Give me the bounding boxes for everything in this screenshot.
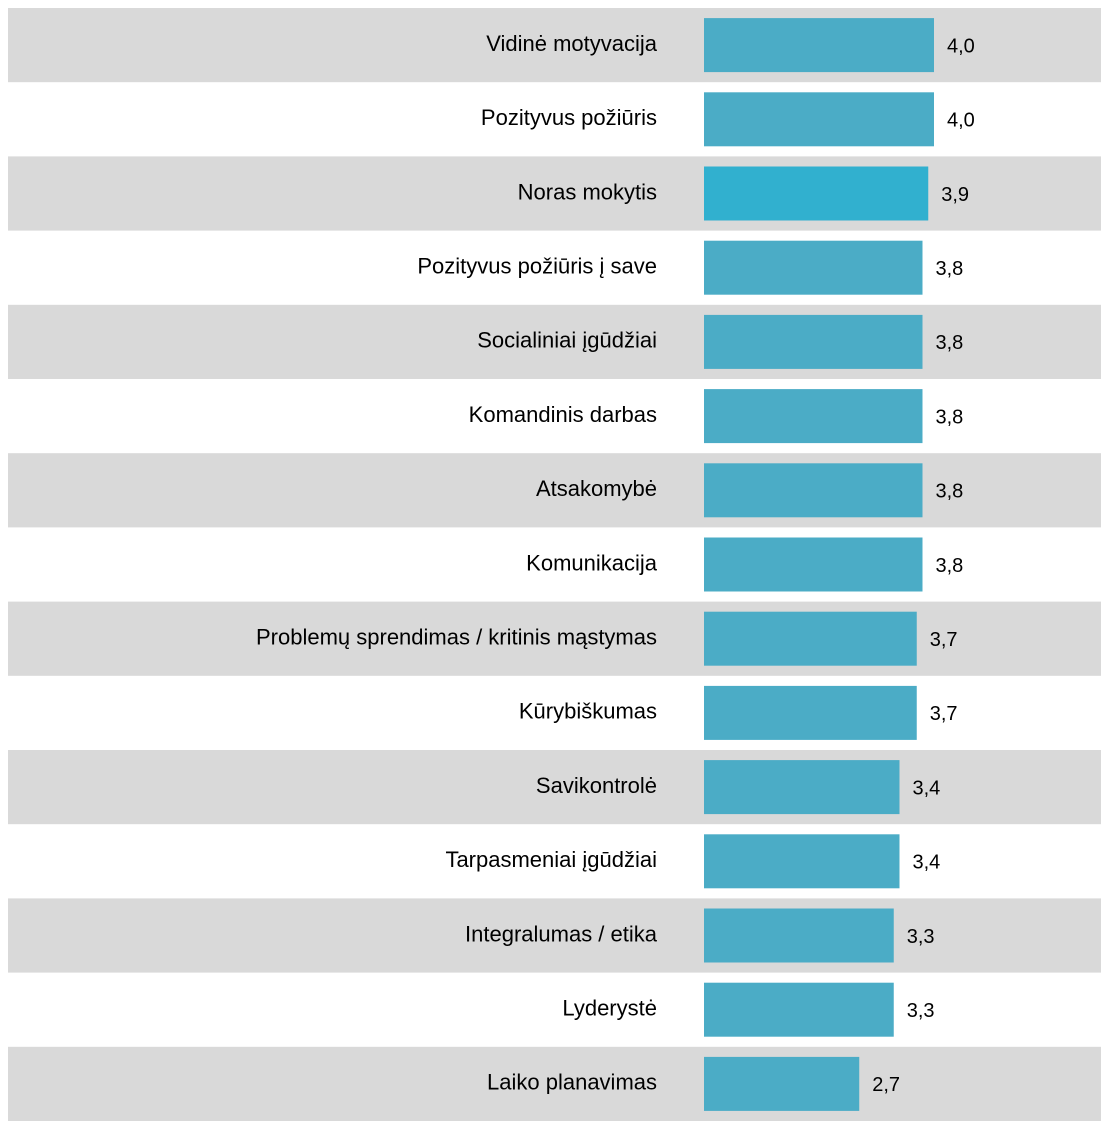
category-label: Laiko planavimas <box>487 1070 657 1095</box>
category-label: Atsakomybė <box>536 476 657 501</box>
value-label: 3,9 <box>941 184 969 206</box>
category-label: Integralumas / etika <box>465 921 658 946</box>
bar <box>704 314 923 369</box>
bar <box>704 389 923 444</box>
bar <box>704 92 934 147</box>
category-label: Pozityvus požiūris į save <box>417 254 657 279</box>
value-label: 4,0 <box>947 110 975 132</box>
value-label: 3,8 <box>936 332 964 354</box>
bar <box>704 611 917 666</box>
category-label: Vidinė motyvacija <box>486 31 658 56</box>
value-label: 3,8 <box>936 481 964 503</box>
category-label: Savikontrolė <box>536 773 657 798</box>
bar <box>704 18 934 73</box>
value-label: 3,4 <box>913 777 941 799</box>
bar <box>704 1056 860 1111</box>
category-label: Komandinis darbas <box>469 402 657 427</box>
value-label: 3,3 <box>907 1000 935 1022</box>
row-band <box>8 898 1101 973</box>
bar <box>704 834 900 889</box>
row-band <box>8 601 1101 676</box>
bar <box>704 982 894 1037</box>
value-label: 3,4 <box>913 852 941 874</box>
value-label: 4,0 <box>947 35 975 57</box>
row-band <box>8 750 1101 825</box>
bar <box>704 908 894 963</box>
category-label: Lyderystė <box>562 996 657 1021</box>
value-label: 3,8 <box>936 555 964 577</box>
bar <box>704 537 923 592</box>
category-label: Socialiniai įgūdžiai <box>477 328 657 353</box>
category-label: Noras mokytis <box>518 179 657 204</box>
row-band <box>8 1046 1101 1121</box>
bar <box>704 685 917 740</box>
category-label: Tarpasmeniai įgūdžiai <box>445 847 657 872</box>
value-label: 3,7 <box>930 703 958 725</box>
value-label: 3,3 <box>907 926 935 948</box>
bar <box>704 463 923 518</box>
category-label: Pozityvus požiūris <box>481 105 657 130</box>
bar <box>704 760 900 815</box>
category-label: Komunikacija <box>526 550 658 575</box>
value-label: 3,8 <box>936 406 964 428</box>
category-label: Problemų sprendimas / kritinis mąstymas <box>256 625 657 650</box>
bar <box>704 240 923 295</box>
value-label: 3,7 <box>930 629 958 651</box>
category-label: Kūrybiškumas <box>519 699 657 724</box>
value-label: 3,8 <box>936 258 964 280</box>
value-label: 2,7 <box>872 1074 900 1096</box>
bar <box>704 166 929 221</box>
